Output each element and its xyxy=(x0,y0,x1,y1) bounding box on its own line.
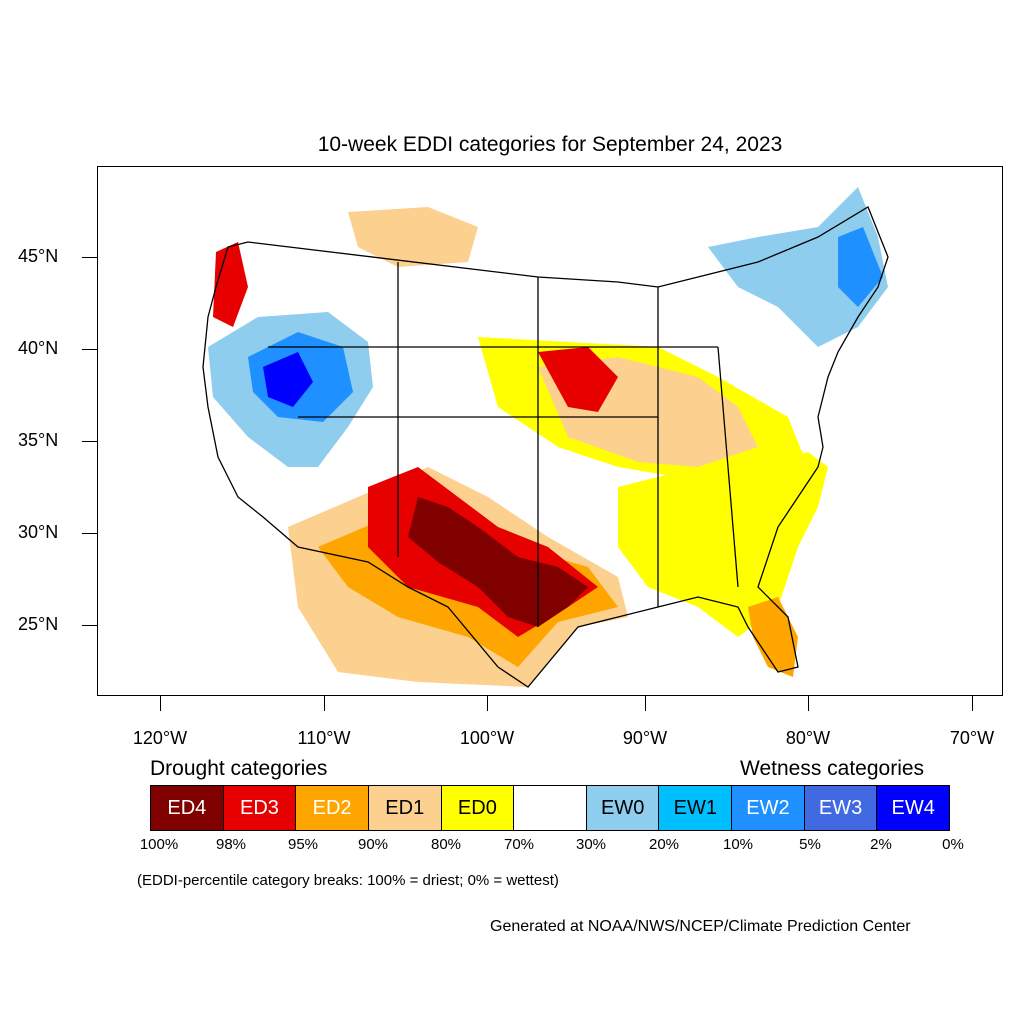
legend-ew4: EW4 xyxy=(877,786,950,830)
legend-ed0: ED0 xyxy=(441,786,515,830)
lon-tick xyxy=(160,696,161,711)
pct-break: 90% xyxy=(357,836,389,853)
lon-tick xyxy=(324,696,325,711)
lon-label-80: 80°W xyxy=(785,728,831,748)
pct-break: 70% xyxy=(503,836,535,853)
lat-tick xyxy=(82,441,97,442)
credit-line: Generated at NOAA/NWS/NCEP/Climate Predi… xyxy=(490,918,911,935)
category-shading xyxy=(208,187,888,687)
wetness-heading: Wetness categories xyxy=(740,757,925,780)
lat-tick xyxy=(82,625,97,626)
category-note: (EDDI-percentile category breaks: 100% =… xyxy=(137,872,559,889)
legend-neutral xyxy=(514,786,587,830)
map-title: 10-week EDDI categories for September 24… xyxy=(317,133,783,156)
lat-tick xyxy=(82,349,97,350)
pct-break: 100% xyxy=(139,836,179,853)
pct-break: 30% xyxy=(575,836,607,853)
legend-ew3: EW3 xyxy=(804,786,878,830)
lat-label-40: 40°N xyxy=(18,338,59,358)
legend-ew0: EW0 xyxy=(586,786,660,830)
legend-ew2: EW2 xyxy=(732,786,805,830)
lat-label-30: 30°N xyxy=(18,522,59,542)
lat-label-35: 35°N xyxy=(18,430,59,450)
pct-break: 98% xyxy=(215,836,247,853)
pct-break: 0% xyxy=(942,836,964,853)
pct-break: 2% xyxy=(870,836,892,853)
lon-tick xyxy=(972,696,973,711)
pct-break: 5% xyxy=(799,836,821,853)
lon-tick xyxy=(808,696,809,711)
lat-label-25: 25°N xyxy=(18,614,59,634)
lon-label-90: 90°W xyxy=(622,728,668,748)
pct-break: 95% xyxy=(287,836,319,853)
lon-label-120: 120°W xyxy=(132,728,188,748)
eddi-map xyxy=(97,166,1003,696)
boundaries xyxy=(202,206,889,688)
pct-break: 80% xyxy=(430,836,462,853)
lat-tick xyxy=(82,257,97,258)
legend-ed2: ED2 xyxy=(296,786,369,830)
category-legend: ED4 ED3 ED2 ED1 ED0 EW0 EW1 EW2 EW3 EW4 xyxy=(150,785,950,831)
legend-ed1: ED1 xyxy=(368,786,442,830)
lat-tick xyxy=(82,533,97,534)
legend-ed4: ED4 xyxy=(151,786,224,830)
eddi-map-graphic xyxy=(202,187,889,688)
legend-ed3: ED3 xyxy=(223,786,297,830)
legend-ew1: EW1 xyxy=(659,786,733,830)
drought-heading: Drought categories xyxy=(150,757,328,780)
lon-label-110: 110°W xyxy=(297,728,351,748)
lon-label-70: 70°W xyxy=(949,728,995,748)
pct-break: 10% xyxy=(722,836,754,853)
lon-tick xyxy=(487,696,488,711)
lon-tick xyxy=(645,696,646,711)
lat-label-45: 45°N xyxy=(18,246,59,266)
pct-break: 20% xyxy=(648,836,680,853)
lon-label-100: 100°W xyxy=(459,728,515,748)
